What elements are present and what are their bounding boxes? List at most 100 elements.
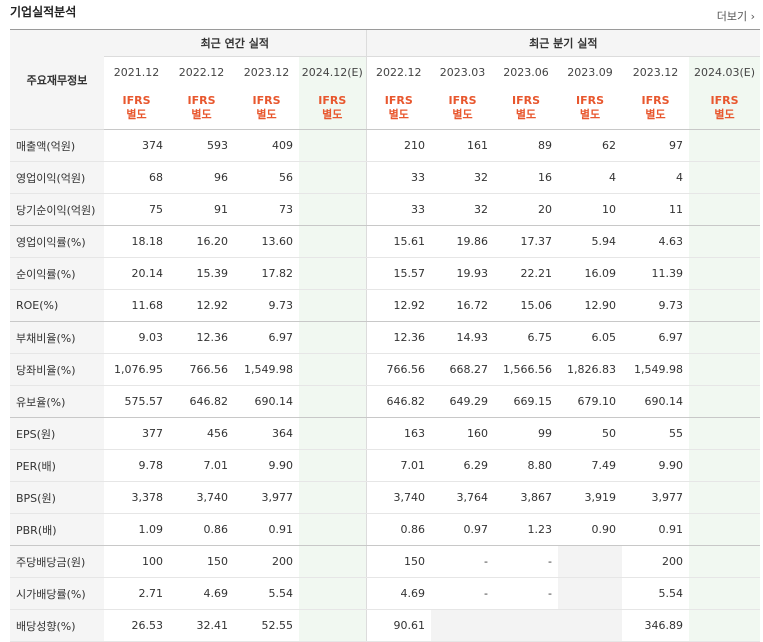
table-row: 당좌비율(%) 1,076.95 766.56 1,549.98 766.56 668.2… xyxy=(10,353,761,386)
annual-value-cell xyxy=(299,609,367,642)
annual-value-cell: 6.97 xyxy=(234,321,299,354)
annual-value-cell: 150 xyxy=(169,545,234,578)
quarter-value-cell: 0.86 xyxy=(365,513,432,546)
annual-value-cell: 32.41 xyxy=(169,609,234,642)
quarter-value-cell xyxy=(689,545,761,578)
quarter-value-cell xyxy=(689,353,761,386)
quarter-value-cell: 1,549.98 xyxy=(622,353,690,386)
annual-value-cell: 73 xyxy=(234,193,299,226)
quarter-value-cell: 33 xyxy=(365,161,432,194)
quarter-value-cell: 1,566.56 xyxy=(494,353,559,386)
annual-value-cell: 456 xyxy=(169,417,234,450)
quarter-value-cell: 8.80 xyxy=(494,449,559,482)
annual-period-header: 2021.12 xyxy=(113,65,160,79)
annual-period-header: 2023.12 xyxy=(243,65,290,79)
quarter-period-header: 2024.03(E) xyxy=(689,56,761,87)
annual-value-cell: 52.55 xyxy=(234,609,299,642)
row-label: ROE(%) xyxy=(10,289,104,322)
quarter-period-header: 2023.09 xyxy=(567,65,613,79)
annual-value-cell: 7.01 xyxy=(169,449,234,482)
annual-value-cell xyxy=(299,129,367,162)
quarter-value-cell xyxy=(689,161,761,194)
quarter-value-cell xyxy=(689,481,761,514)
quarter-value-cell: 0.90 xyxy=(558,513,623,546)
table-row: 주당배당금(원) 100 150 200 150- -200 xyxy=(10,545,761,578)
section-title: 기업실적분석 xyxy=(10,5,77,19)
annual-value-cell xyxy=(299,513,367,546)
row-label: 부채비율(%) xyxy=(10,321,104,354)
row-label: 당기순이익(억원) xyxy=(10,193,104,226)
table-row: EPS(원) 377 456 364 163 160 99 50 55 xyxy=(10,417,761,450)
table-row: 부채비율(%) 9.03 12.36 6.97 12.36 14.93 6.75 6.05 6.… xyxy=(10,321,761,354)
table-row: 시가배당률(%) 2.71 4.69 5.54 4.69- -5.54 xyxy=(10,577,761,610)
annual-value-cell xyxy=(299,161,367,194)
quarter-value-cell xyxy=(689,449,761,482)
annual-value-cell xyxy=(299,321,367,354)
quarter-value-cell: 15.61 xyxy=(365,225,432,258)
quarter-value-cell xyxy=(689,609,761,642)
ifrs-basis-label: IFRS 별도 xyxy=(234,87,299,130)
annual-value-cell xyxy=(299,577,367,610)
annual-value-cell: 575.57 xyxy=(104,385,169,418)
quarter-value-cell: 12.90 xyxy=(558,289,623,322)
row-label: 순이익률(%) xyxy=(10,257,104,290)
quarter-value-cell: 4.63 xyxy=(622,225,690,258)
quarter-value-cell: 4 xyxy=(622,161,690,194)
quarter-value-cell: 1.23 xyxy=(494,513,559,546)
quarter-value-cell: 22.21 xyxy=(494,257,559,290)
quarter-value-cell: 7.49 xyxy=(558,449,623,482)
ifrs-basis-label: IFRS 별도 xyxy=(431,87,495,130)
row-label: PER(배) xyxy=(10,449,104,482)
annual-period-header: 2024.12(E) xyxy=(299,56,367,87)
quarter-value-cell: 32 xyxy=(431,161,495,194)
quarter-value-cell: 9.73 xyxy=(622,289,690,322)
quarter-value-cell xyxy=(689,289,761,322)
annual-value-cell: 200 xyxy=(234,545,299,578)
table-row: PBR(배) 1.09 0.86 0.91 0.86 0.97 1.23 0.90 0.91 xyxy=(10,513,761,546)
row-label: 영업이익률(%) xyxy=(10,225,104,258)
quarter-value-cell: 210 xyxy=(365,129,432,162)
row-label: 유보율(%) xyxy=(10,385,104,418)
quarter-value-cell: 55 xyxy=(622,417,690,450)
table-row: ROE(%) 11.68 12.92 9.73 12.92 16.72 15.06 12.90… xyxy=(10,289,761,322)
quarter-value-cell: - xyxy=(431,577,495,610)
annual-value-cell: 409 xyxy=(234,129,299,162)
annual-value-cell: 5.54 xyxy=(234,577,299,610)
financial-table: 주요재무정보 최근 연간 실적 최근 분기 실적 2021.12 2022.12 2… xyxy=(10,29,761,642)
quarter-value-cell: 97 xyxy=(622,129,690,162)
quarter-value-cell: 89 xyxy=(494,129,559,162)
quarter-group-header: 최근 분기 실적 xyxy=(365,29,761,57)
quarter-value-cell: 33 xyxy=(365,193,432,226)
annual-value-cell: 3,378 xyxy=(104,481,169,514)
more-link[interactable]: 더보기 › xyxy=(716,10,755,23)
quarter-value-cell xyxy=(689,513,761,546)
table-row: 매출액(억원) 374 593 409 210 161 89 62 97 xyxy=(10,129,761,162)
annual-value-cell: 15.39 xyxy=(169,257,234,290)
quarter-value-cell: 62 xyxy=(558,129,623,162)
annual-value-cell: 2.71 xyxy=(104,577,169,610)
quarter-value-cell: 668.27 xyxy=(431,353,495,386)
annual-value-cell: 75 xyxy=(104,193,169,226)
quarter-value-cell: 16.72 xyxy=(431,289,495,322)
ifrs-basis-label: IFRS 별도 xyxy=(169,87,234,130)
annual-value-cell xyxy=(299,385,367,418)
quarter-value-cell: 5.94 xyxy=(558,225,623,258)
annual-value-cell: 593 xyxy=(169,129,234,162)
table-row: 배당성향(%) 26.53 32.41 52.55 90.61 346.89 xyxy=(10,609,761,642)
ifrs-basis-label: IFRS 별도 xyxy=(689,87,761,130)
ifrs-basis-label: IFRS 별도 xyxy=(622,87,690,130)
quarter-value-cell xyxy=(689,577,761,610)
table-row: 영업이익(억원) 68 96 56 33 32 16 4 4 xyxy=(10,161,761,194)
table-row: 당기순이익(억원) 75 91 73 33 32 20 10 11 xyxy=(10,193,761,226)
annual-value-cell: 9.78 xyxy=(104,449,169,482)
ifrs-basis-label: IFRS 별도 xyxy=(365,87,432,130)
quarter-value-cell: 12.36 xyxy=(365,321,432,354)
quarter-value-cell xyxy=(689,385,761,418)
annual-value-cell: 646.82 xyxy=(169,385,234,418)
row-header: 주요재무정보 xyxy=(10,29,104,130)
quarter-value-cell: 163 xyxy=(365,417,432,450)
quarter-value-cell xyxy=(431,609,495,642)
quarter-value-cell: 6.29 xyxy=(431,449,495,482)
quarter-value-cell: 17.37 xyxy=(494,225,559,258)
quarter-value-cell: 5.54 xyxy=(622,577,690,610)
